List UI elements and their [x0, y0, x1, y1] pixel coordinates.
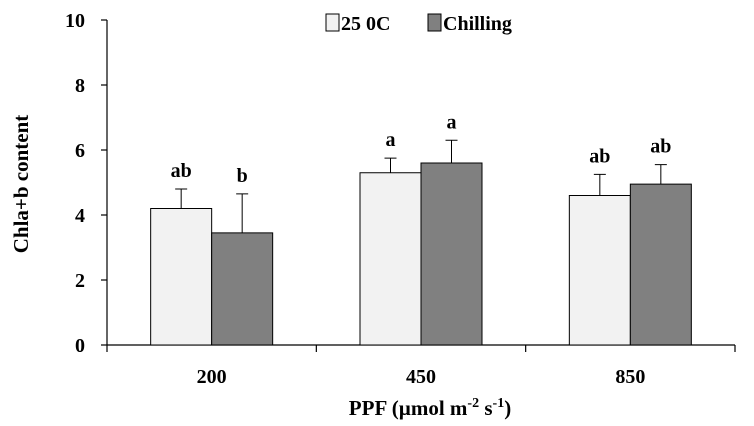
sig-label-series-1-200: ab [171, 160, 192, 182]
x-axis-title-end: ) [504, 396, 511, 420]
x-tick-label-450: 450 [406, 366, 436, 388]
x-tick-label-850: 850 [615, 366, 645, 388]
sig-label-series-1-850: ab [589, 145, 610, 167]
bar-series-1-200 [150, 208, 213, 346]
x-axis-title-main: PPF (µmol m [349, 396, 468, 420]
x-tick-label-200: 200 [197, 366, 227, 388]
sig-label-series-1-450: a [386, 129, 396, 151]
y-axis-title: Chla+b content [9, 115, 33, 254]
legend-swatch-series-1 [325, 13, 340, 32]
sig-label-series-2-850: ab [650, 136, 671, 158]
sig-label-series-2-450: a [447, 111, 457, 133]
x-axis-title-mid: s [479, 396, 492, 420]
x-axis-title-sup2: -1 [493, 396, 505, 411]
bar-series-1-850 [568, 195, 631, 346]
x-axis-title-sup1: -2 [467, 396, 479, 411]
bar-series-2-200 [211, 232, 274, 346]
legend-label-series-1: 25 0C [341, 13, 390, 35]
x-axis-title: PPF (µmol m-2 s-1) [349, 396, 511, 420]
legend-swatch-series-2 [427, 13, 442, 32]
bar-series-2-450 [420, 162, 483, 346]
y-tick-label-10: 10 [65, 10, 85, 32]
legend: 25 0C Chilling [325, 13, 512, 35]
bar-series-1-450 [359, 172, 422, 346]
y-tick-label-6: 6 [75, 140, 85, 162]
y-tick-label-8: 8 [75, 75, 85, 97]
y-tick-label-2: 2 [75, 270, 85, 292]
y-tick-label-4: 4 [75, 205, 85, 227]
sig-label-series-2-200: b [237, 165, 248, 187]
plot-area: 0 2 4 6 8 10 200 450 850 ab a ab b a ab [65, 10, 736, 388]
y-tick-label-0: 0 [75, 335, 85, 357]
bar-series-2-850 [629, 183, 692, 346]
legend-label-series-2: Chilling [443, 13, 512, 35]
